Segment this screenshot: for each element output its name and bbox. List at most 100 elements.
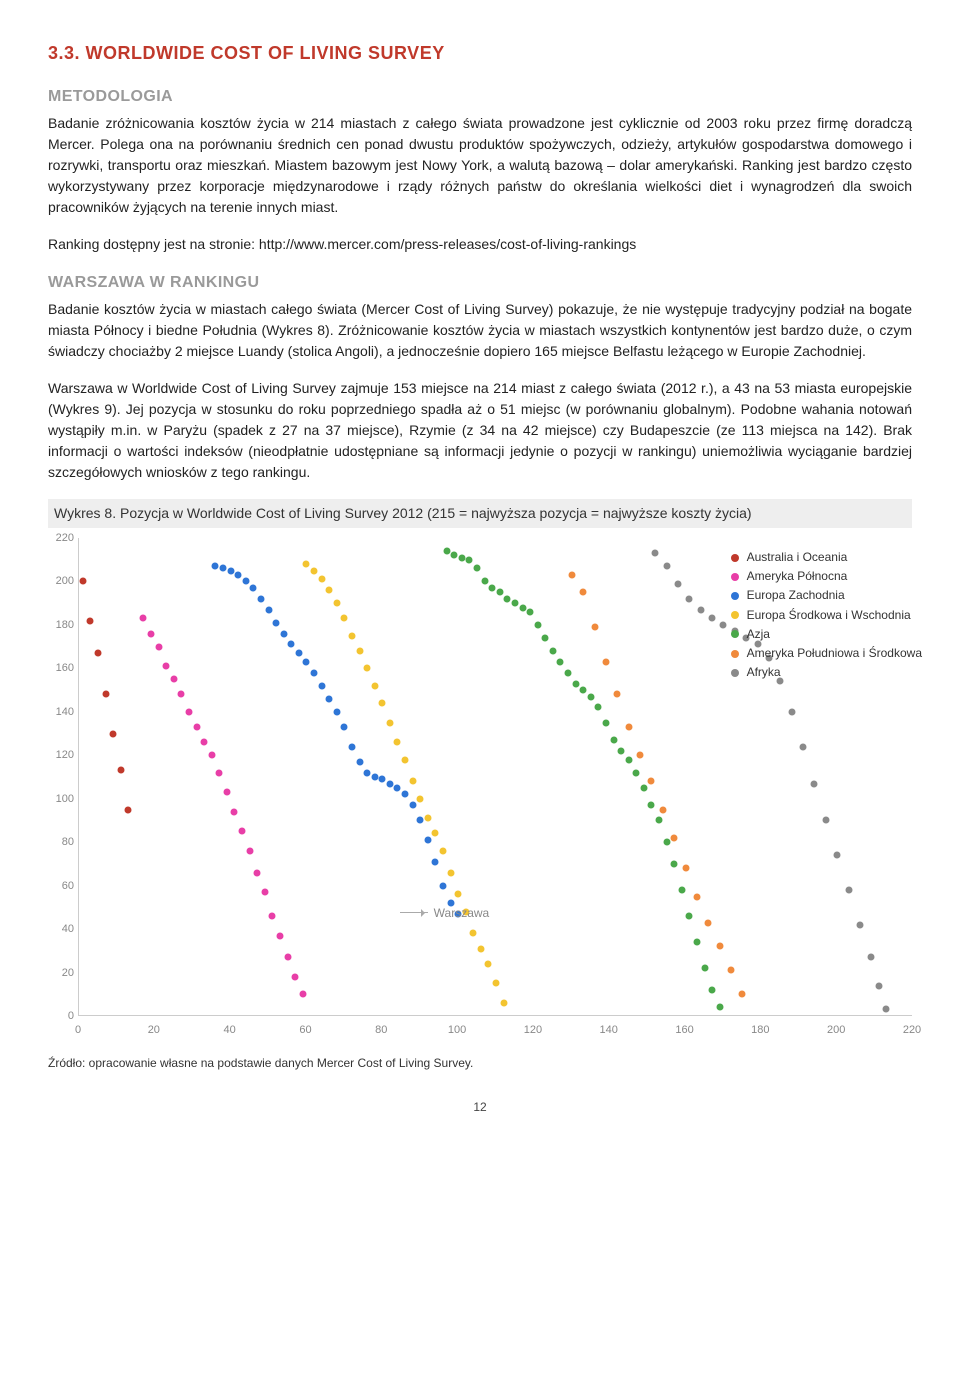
chart-point	[637, 752, 644, 759]
chart-point	[117, 767, 124, 774]
chart-point	[788, 708, 795, 715]
chart-legend-dot	[731, 630, 739, 638]
chart-legend-dot	[731, 573, 739, 581]
chart-legend-item: Australia i Oceania	[731, 548, 922, 567]
chart-point	[94, 650, 101, 657]
chart-point	[678, 886, 685, 893]
chart-point	[239, 828, 246, 835]
chart-point	[697, 606, 704, 613]
chart-point	[299, 991, 306, 998]
chart-ytick: 20	[62, 964, 74, 981]
chart-point	[424, 837, 431, 844]
chart-point	[326, 695, 333, 702]
chart-point	[640, 784, 647, 791]
chart-legend-dot	[731, 650, 739, 658]
chart-point	[409, 778, 416, 785]
chart-point	[875, 982, 882, 989]
chart-xtick: 220	[903, 1022, 921, 1039]
chart-point	[868, 954, 875, 961]
chart-point	[822, 817, 829, 824]
chart-ytick: 200	[56, 573, 74, 590]
chart-point	[303, 658, 310, 665]
chart-point	[610, 737, 617, 744]
chart-point	[474, 565, 481, 572]
chart-ytick: 0	[68, 1008, 74, 1025]
chart-point	[709, 986, 716, 993]
chart-point	[728, 967, 735, 974]
chart-ytick: 220	[56, 530, 74, 547]
chart-point	[178, 691, 185, 698]
chart-point	[333, 600, 340, 607]
chart-xtick: 100	[448, 1022, 466, 1039]
chart-point	[371, 682, 378, 689]
chart-point	[273, 619, 280, 626]
chart-point	[220, 565, 227, 572]
chart-point	[716, 943, 723, 950]
chart-point	[348, 632, 355, 639]
chart-point	[394, 739, 401, 746]
chart-legend-label: Europa Zachodnia	[747, 586, 845, 605]
chart-point	[693, 893, 700, 900]
para-method-1: Badanie zróżnicowania kosztów życia w 21…	[48, 113, 912, 218]
chart-point	[87, 617, 94, 624]
chart-point	[625, 724, 632, 731]
chart-legend-item: Europa Zachodnia	[731, 586, 922, 605]
chart-point	[739, 991, 746, 998]
chart-point	[356, 758, 363, 765]
chart-point	[269, 913, 276, 920]
chart-xtick: 180	[751, 1022, 769, 1039]
chart-ytick: 140	[56, 704, 74, 721]
chart-point	[409, 802, 416, 809]
chart-xtick: 140	[600, 1022, 618, 1039]
chart-point	[148, 630, 155, 637]
chart-point	[333, 708, 340, 715]
chart-legend-label: Ameryka Północna	[747, 567, 848, 586]
chart-point	[348, 743, 355, 750]
chart-caption: Wykres 8. Pozycja w Worldwide Cost of Li…	[48, 499, 912, 528]
chart-point	[185, 708, 192, 715]
para-rank-2: Warszawa w Worldwide Cost of Living Surv…	[48, 378, 912, 483]
chart-point	[519, 604, 526, 611]
chart-legend-item: Europa Środkowa i Wschodnia	[731, 606, 922, 625]
chart-point	[208, 752, 215, 759]
chart-legend-dot	[731, 554, 739, 562]
chart-point	[580, 589, 587, 596]
chart-point	[257, 595, 264, 602]
chart-point	[671, 834, 678, 841]
chart-point	[288, 641, 295, 648]
chart-source: Źródło: opracowanie własne na podstawie …	[48, 1054, 912, 1072]
chart-point	[648, 778, 655, 785]
chart-point	[292, 973, 299, 980]
chart-point	[701, 965, 708, 972]
chart-legend-label: Australia i Oceania	[747, 548, 848, 567]
chart-point	[216, 769, 223, 776]
chart-point	[254, 869, 261, 876]
chart-point	[102, 691, 109, 698]
chart-legend-label: Europa Środkowa i Wschodnia	[747, 606, 911, 625]
chart-point	[504, 595, 511, 602]
chart-point	[656, 817, 663, 824]
chart-legend-dot	[731, 611, 739, 619]
chart-point	[417, 795, 424, 802]
chart-point	[883, 1006, 890, 1013]
chart-point	[633, 769, 640, 776]
chart-ytick: 180	[56, 617, 74, 634]
chart-point	[447, 869, 454, 876]
chart-ytick: 80	[62, 834, 74, 851]
chart-ytick: 40	[62, 921, 74, 938]
chart-point	[125, 806, 132, 813]
chart-point	[834, 852, 841, 859]
chart-point	[493, 980, 500, 987]
chart-xtick: 200	[827, 1022, 845, 1039]
chart-xtick: 60	[299, 1022, 311, 1039]
chart-ytick: 120	[56, 747, 74, 764]
chart-point	[265, 606, 272, 613]
chart-point	[489, 584, 496, 591]
chart-legend-label: Azja	[747, 625, 770, 644]
chart-point	[542, 634, 549, 641]
chart-point	[602, 719, 609, 726]
chart-point	[311, 567, 318, 574]
chart-point	[663, 839, 670, 846]
chart-point	[527, 608, 534, 615]
chart-point	[652, 550, 659, 557]
